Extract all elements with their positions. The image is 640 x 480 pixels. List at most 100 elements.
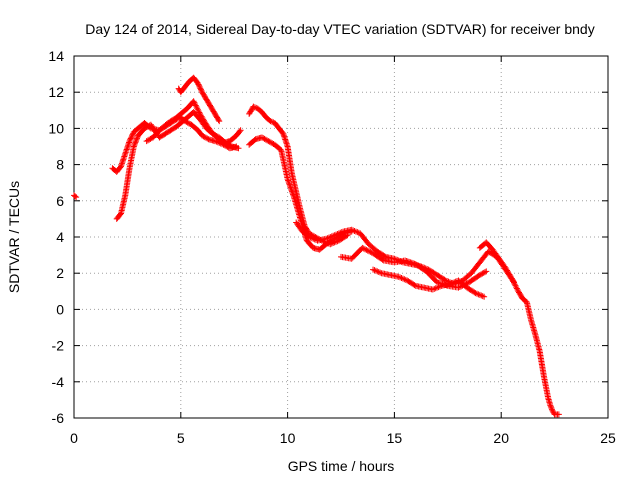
y-tick-label: 14 xyxy=(48,48,64,64)
data-point xyxy=(266,138,273,145)
data-point xyxy=(483,268,490,275)
data-point xyxy=(473,290,480,297)
data-point xyxy=(372,267,379,274)
y-tick-label: 4 xyxy=(56,229,64,245)
data-point xyxy=(375,268,382,275)
data-point xyxy=(191,99,198,106)
data-point xyxy=(195,108,202,115)
data-point xyxy=(481,293,488,300)
data-point xyxy=(514,286,521,293)
data-point xyxy=(261,135,268,142)
data-point xyxy=(195,81,202,88)
data-point xyxy=(132,139,139,146)
data-point xyxy=(441,276,448,283)
y-tick-label: 0 xyxy=(56,301,64,317)
data-point xyxy=(327,234,334,240)
data-point xyxy=(509,277,516,284)
data-point xyxy=(508,275,515,282)
y-tick-label: 8 xyxy=(56,157,64,173)
data-points xyxy=(71,74,562,418)
data-point xyxy=(267,118,274,125)
data-point xyxy=(269,140,276,147)
data-point xyxy=(212,132,219,139)
data-point xyxy=(194,105,201,112)
data-point xyxy=(363,246,370,253)
x-tick-label: 0 xyxy=(70,430,78,446)
data-point xyxy=(226,142,233,149)
data-point xyxy=(185,120,192,127)
data-point xyxy=(144,123,151,130)
data-point xyxy=(367,248,374,255)
data-point xyxy=(348,226,355,233)
data-point xyxy=(197,86,204,93)
data-point xyxy=(308,235,315,242)
data-point xyxy=(449,279,456,286)
data-point xyxy=(215,116,222,123)
data-point xyxy=(127,135,134,142)
data-point xyxy=(201,134,208,141)
data-point xyxy=(350,227,357,234)
data-point xyxy=(73,194,80,201)
data-point xyxy=(146,136,153,143)
data-point xyxy=(203,134,210,141)
data-point xyxy=(199,132,206,139)
data-point xyxy=(258,134,265,141)
data-point xyxy=(333,231,340,238)
data-point xyxy=(476,272,483,279)
data-point xyxy=(475,291,482,298)
data-point xyxy=(432,285,439,292)
data-point xyxy=(194,80,201,87)
data-point xyxy=(476,291,483,298)
data-point xyxy=(268,118,275,125)
data-point xyxy=(310,235,317,242)
data-point xyxy=(429,286,436,293)
data-point xyxy=(379,256,386,263)
data-point xyxy=(324,235,331,242)
data-point xyxy=(351,227,358,234)
data-point xyxy=(360,245,367,252)
data-point xyxy=(338,229,345,236)
data-point xyxy=(472,290,479,297)
data-point xyxy=(223,140,230,147)
series-early xyxy=(71,192,80,201)
data-point xyxy=(225,141,232,148)
grid-lines xyxy=(74,56,608,418)
data-point xyxy=(192,101,199,108)
data-point xyxy=(446,281,453,288)
data-point xyxy=(264,137,271,144)
data-point xyxy=(395,273,402,280)
y-tick-label: 2 xyxy=(56,265,64,281)
data-point xyxy=(513,285,520,292)
data-point xyxy=(325,234,332,241)
data-point xyxy=(334,230,341,237)
data-point xyxy=(512,282,519,289)
data-point xyxy=(337,229,344,236)
data-point xyxy=(117,211,124,218)
data-point xyxy=(197,85,204,92)
data-point xyxy=(471,289,478,296)
data-point xyxy=(547,403,554,410)
chart-title: Day 124 of 2014, Sidereal Day-to-day VTE… xyxy=(85,21,594,37)
y-tick-label: 10 xyxy=(48,120,64,136)
data-point xyxy=(196,84,203,91)
data-point xyxy=(352,228,359,235)
data-point xyxy=(190,98,197,105)
data-point xyxy=(397,274,404,281)
data-point xyxy=(548,406,555,413)
data-point xyxy=(374,268,381,275)
data-point xyxy=(235,145,242,152)
series-hump xyxy=(175,74,223,125)
data-point xyxy=(448,280,455,287)
data-point xyxy=(141,125,148,132)
data-point xyxy=(434,284,441,291)
series-trace-a xyxy=(109,114,240,175)
y-tick-label: 6 xyxy=(56,193,64,209)
series-trace-h xyxy=(370,266,488,300)
data-point xyxy=(307,234,314,241)
data-point xyxy=(481,269,488,276)
data-point xyxy=(377,269,384,276)
data-point xyxy=(211,131,218,138)
data-point xyxy=(478,292,485,299)
data-point xyxy=(513,284,520,291)
